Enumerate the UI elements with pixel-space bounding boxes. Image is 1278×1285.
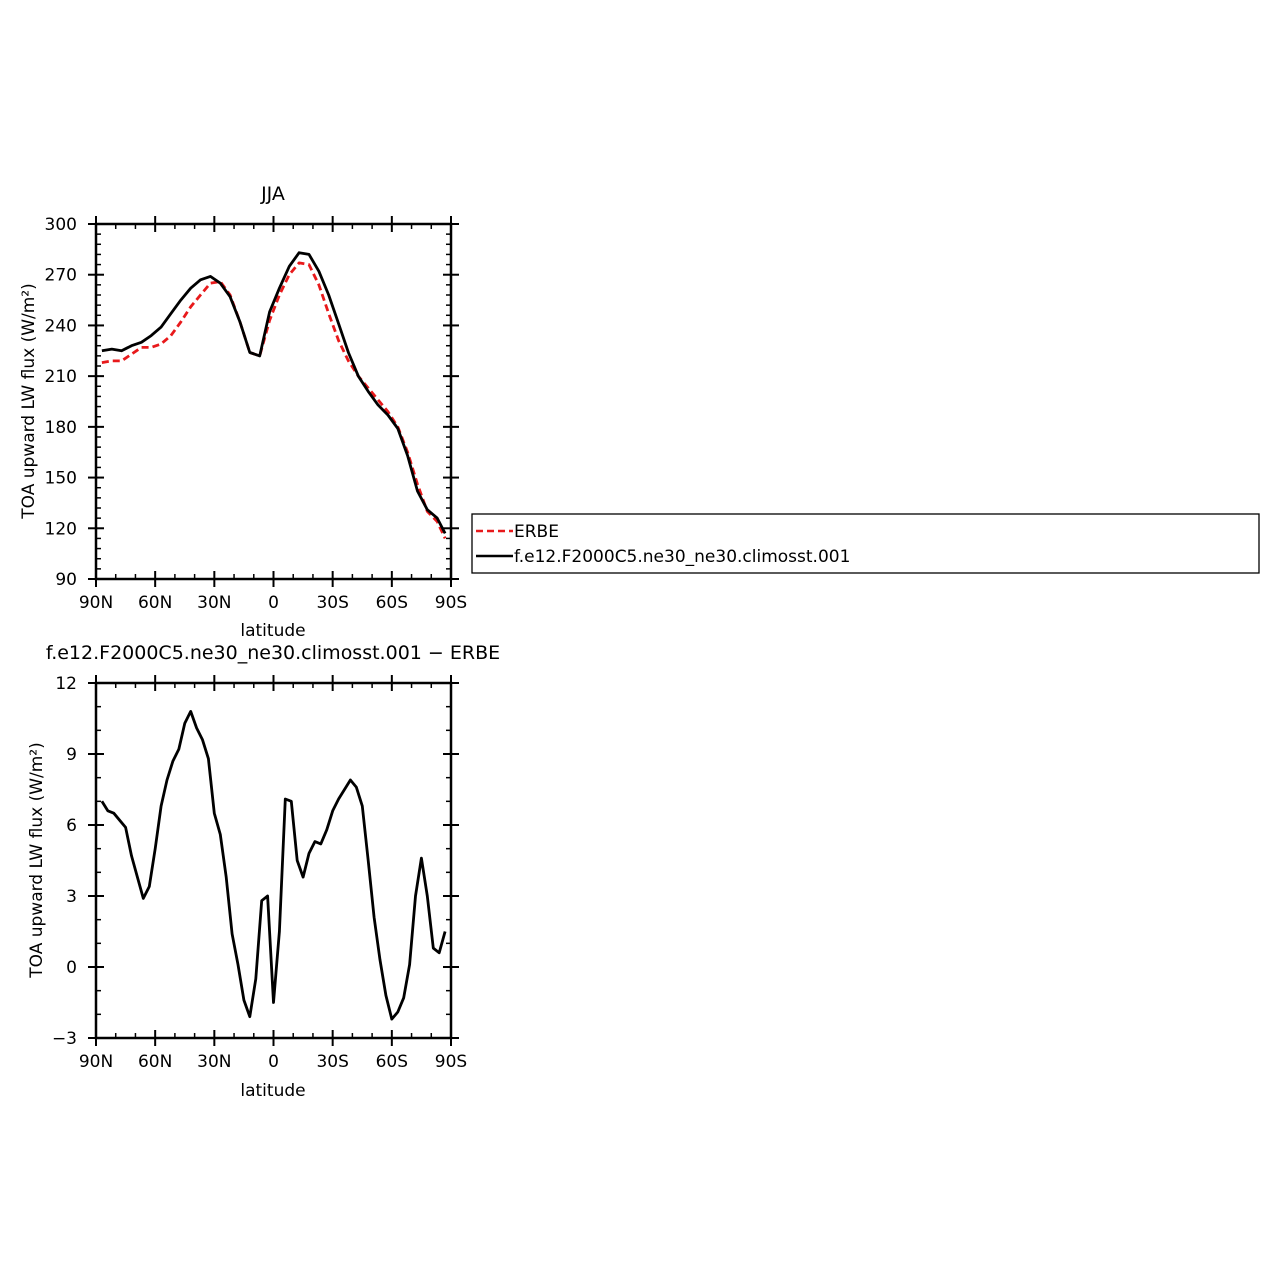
top-x-tick-label-4: 30S [316, 593, 348, 613]
bottom-x-tick-label-6: 90S [435, 1052, 467, 1072]
bottom-y-tick-label-2: 3 [66, 887, 77, 907]
top-x-tick-label-3: 0 [268, 593, 279, 613]
top-y-axis-label: TOA upward LW flux (W/m²) [19, 283, 39, 520]
bottom-x-tick-label-2: 30N [197, 1052, 231, 1072]
top-y-tick-label-6: 270 [45, 266, 77, 286]
bottom-panel: f.e12.F2000C5.ne30_ne30.climosst.001 − E… [27, 642, 500, 1101]
top-series-line-0 [101, 261, 447, 539]
top-ticks: 90N 60N 30N 0 30S 60S 90S 90 120 150 180 210 240 270 3… [45, 215, 468, 613]
bottom-series-group [100, 710, 447, 1021]
bottom-x-tick-label-1: 60N [138, 1052, 172, 1072]
top-y-tick-label-7: 300 [45, 215, 77, 235]
top-plot-frame [94, 222, 453, 581]
bottom-x-tick-label-0: 90N [79, 1052, 113, 1072]
top-series-line-1 [101, 251, 447, 535]
legend-label-erbe: ERBE [514, 522, 559, 542]
top-x-tick-label-5: 60S [376, 593, 408, 613]
legend-box [471, 513, 1260, 574]
legend-label-model: f.e12.F2000C5.ne30_ne30.climosst.001 [514, 547, 850, 567]
top-x-tick-label-0: 90N [79, 593, 113, 613]
bottom-x-tick-label-5: 60S [376, 1052, 408, 1072]
bottom-panel-title: f.e12.F2000C5.ne30_ne30.climosst.001 − E… [46, 642, 500, 664]
top-series-group [101, 251, 447, 539]
bottom-y-tick-label-1: 0 [66, 958, 77, 978]
bottom-y-tick-label-0: −3 [52, 1029, 77, 1049]
legend: ERBE f.e12.F2000C5.ne30_ne30.climosst.00… [471, 513, 1260, 574]
bottom-y-tick-label-5: 12 [55, 674, 77, 694]
top-x-axis-label: latitude [240, 621, 305, 641]
top-panel-title: JJA [260, 183, 285, 205]
top-x-tick-label-2: 30N [197, 593, 231, 613]
bottom-y-tick-label-4: 9 [66, 745, 77, 765]
bottom-series-line-0 [100, 710, 447, 1021]
top-y-tick-label-5: 240 [45, 316, 77, 336]
bottom-x-tick-label-4: 30S [316, 1052, 348, 1072]
top-y-tick-label-3: 180 [45, 418, 77, 438]
bottom-y-axis-label: TOA upward LW flux (W/m²) [27, 742, 47, 979]
top-x-tick-label-6: 90S [435, 593, 467, 613]
bottom-x-axis-label: latitude [240, 1081, 305, 1101]
top-y-tick-label-1: 120 [45, 519, 77, 539]
bottom-x-tick-label-3: 0 [268, 1052, 279, 1072]
top-panel: JJA 90N 60N 30N 0 30S 60S 90S 90 120 150 180 210 240… [19, 183, 467, 641]
bottom-ticks: 90N 60N 30N 0 30S 60S 90S −3 0 3 6 9 12 [52, 674, 467, 1072]
bottom-y-tick-label-3: 6 [66, 816, 77, 836]
top-y-tick-label-0: 90 [55, 570, 77, 590]
top-y-tick-label-2: 150 [45, 469, 77, 489]
top-y-tick-label-4: 210 [45, 367, 77, 387]
top-x-tick-label-1: 60N [138, 593, 172, 613]
